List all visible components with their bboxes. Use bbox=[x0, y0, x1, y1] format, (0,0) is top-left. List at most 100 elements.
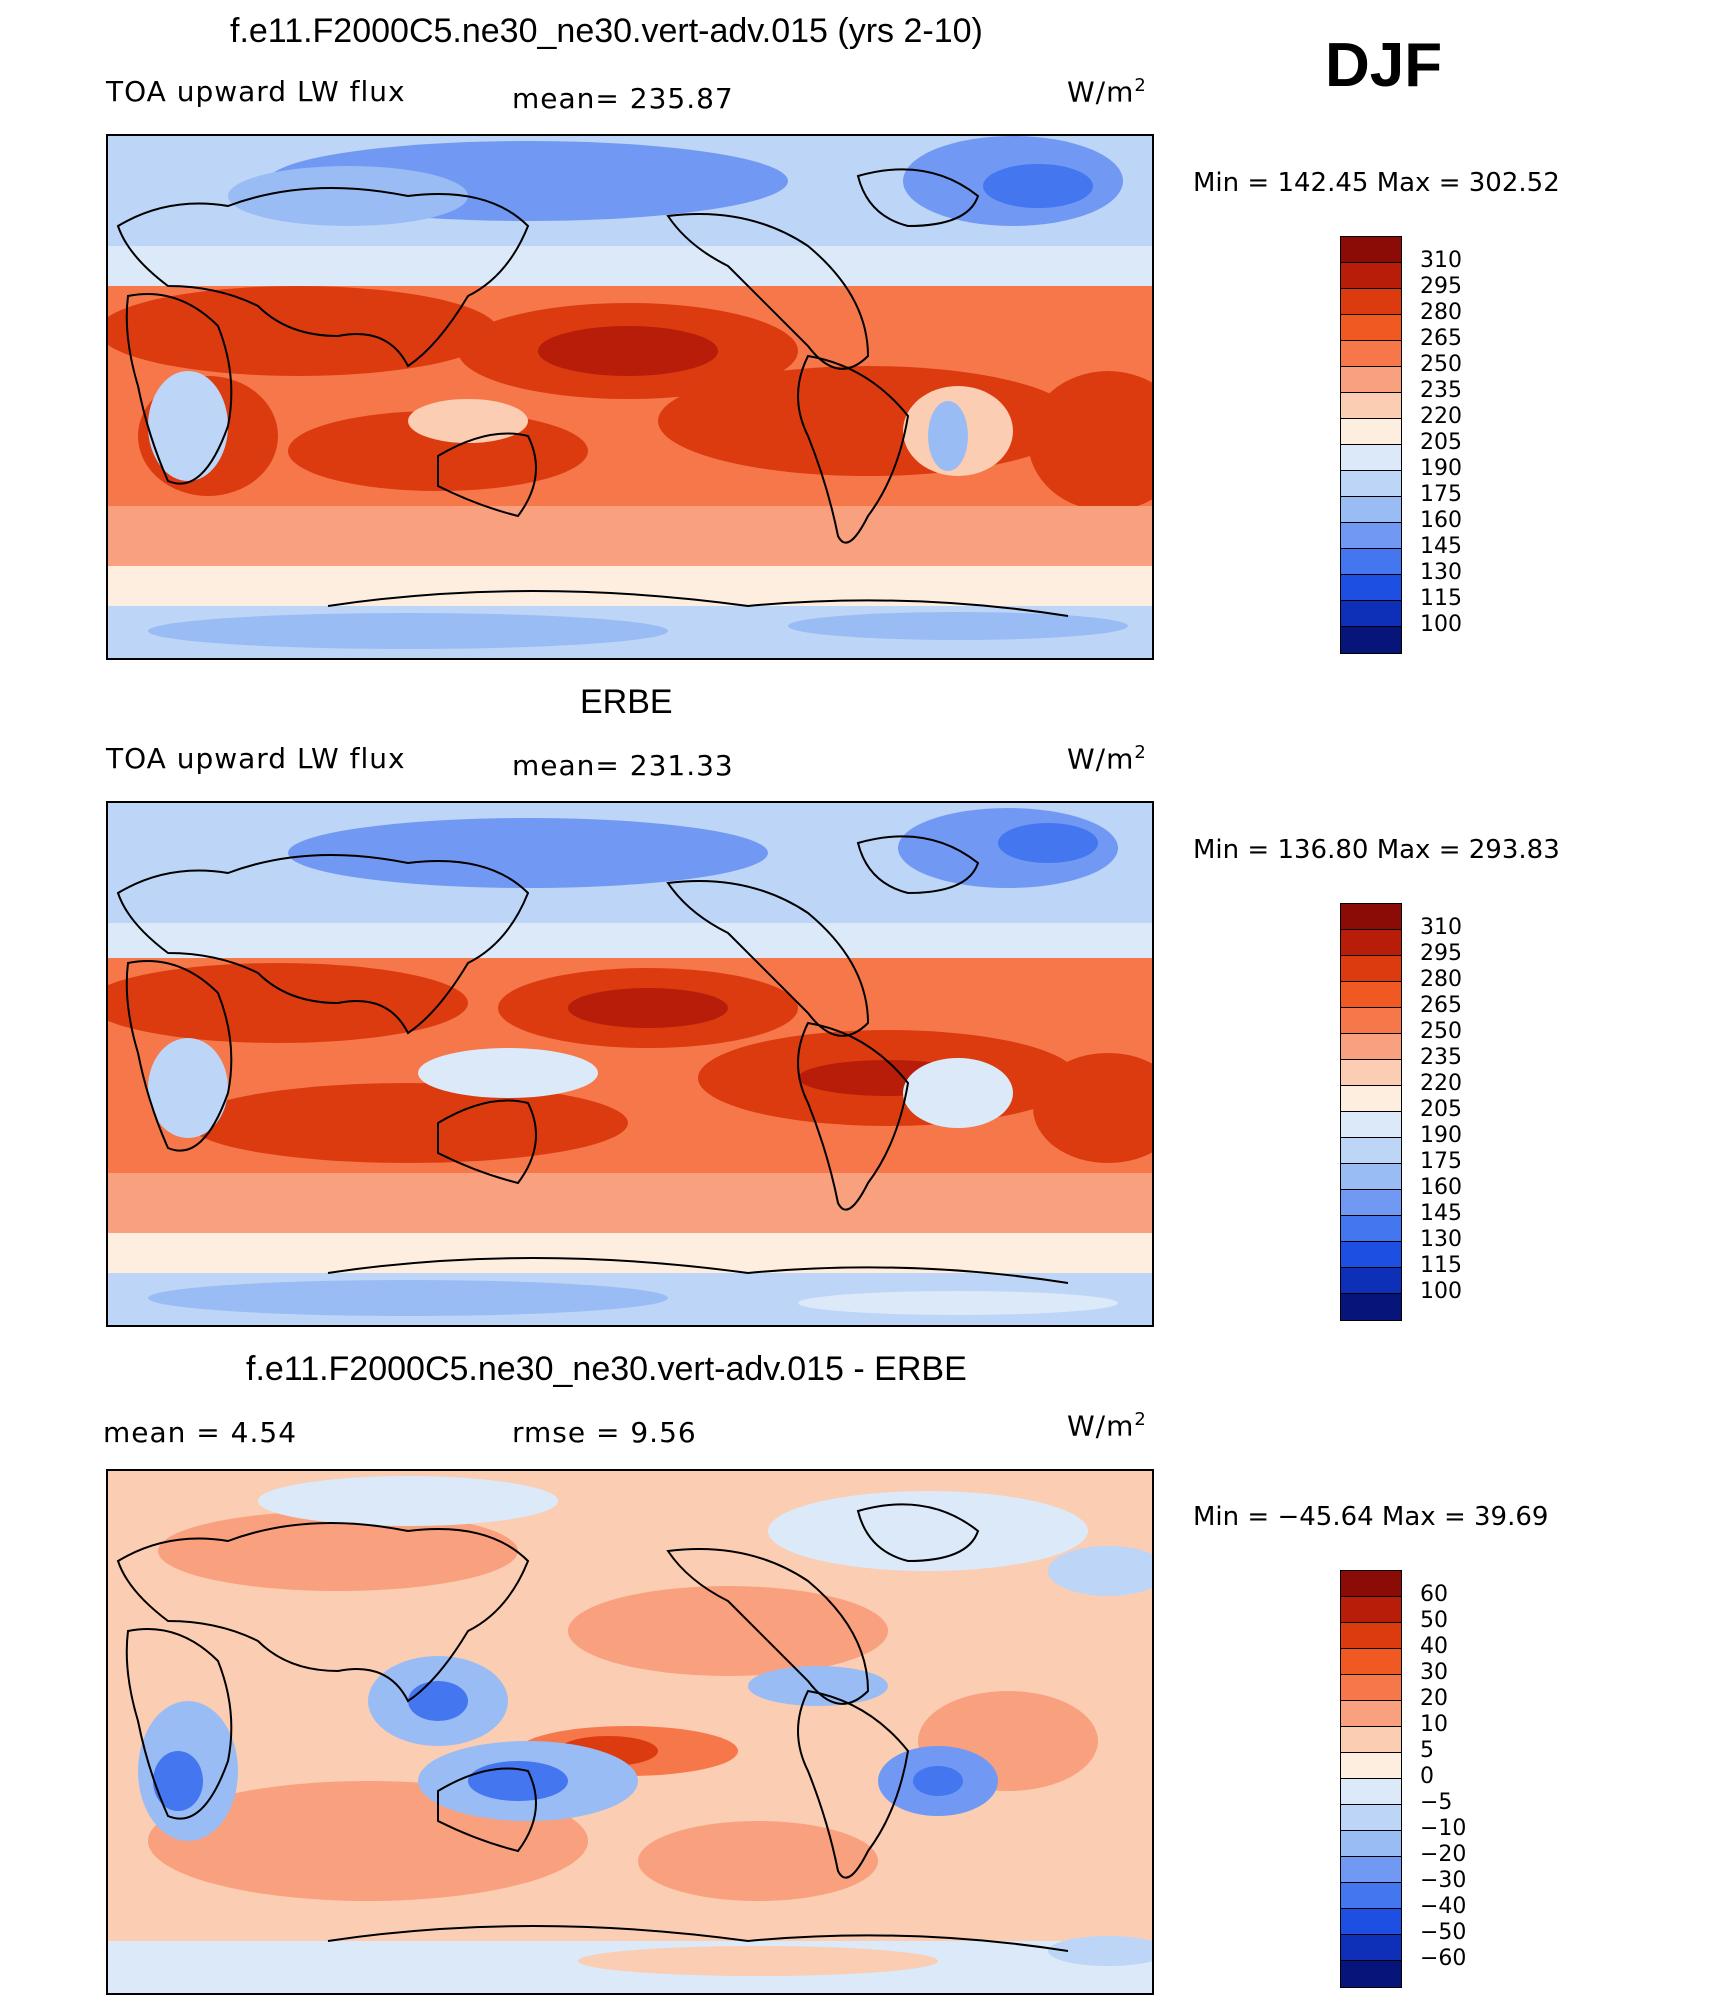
colorbar-swatch bbox=[1341, 1675, 1401, 1701]
colorbar-tick-label: 220 bbox=[1420, 404, 1462, 429]
colorbar-tick-label: 190 bbox=[1420, 1123, 1462, 1148]
colorbar-tick-label: 295 bbox=[1420, 941, 1462, 966]
colorbar-swatch bbox=[1341, 393, 1401, 419]
colorbar-swatch bbox=[1341, 1753, 1401, 1779]
colorbar-swatch bbox=[1341, 1701, 1401, 1727]
panel-1-title: f.e11.F2000C5.ne30_ne30.vert-adv.015 (yr… bbox=[230, 12, 983, 50]
colorbar-tick-label: 115 bbox=[1420, 586, 1462, 611]
panel-2-minmax: Min = 136.80 Max = 293.83 bbox=[1193, 835, 1560, 865]
panel-1-minmax: Min = 142.45 Max = 302.52 bbox=[1193, 168, 1560, 198]
colorbar-swatch bbox=[1341, 289, 1401, 315]
colorbar-swatch bbox=[1341, 237, 1401, 263]
panel-2-colorbar bbox=[1340, 903, 1402, 1321]
panel-3-colorbar bbox=[1340, 1570, 1402, 1988]
colorbar-tick-label: 295 bbox=[1420, 274, 1462, 299]
panel-3-minmax: Min = −45.64 Max = 39.69 bbox=[1193, 1502, 1549, 1532]
colorbar-tick-label: 145 bbox=[1420, 1201, 1462, 1226]
colorbar-swatch bbox=[1341, 471, 1401, 497]
panel-1-colorbar bbox=[1340, 236, 1402, 654]
panel-2-title: ERBE bbox=[580, 683, 673, 721]
colorbar-swatch bbox=[1341, 1623, 1401, 1649]
colorbar-swatch bbox=[1341, 549, 1401, 575]
colorbar-swatch bbox=[1341, 1060, 1401, 1086]
panel-2-coastlines bbox=[116, 835, 1069, 1284]
panel-2-mean-label: mean= 231.33 bbox=[512, 749, 734, 782]
colorbar-tick-label: −50 bbox=[1420, 1920, 1467, 1945]
colorbar-swatch bbox=[1341, 497, 1401, 523]
colorbar-swatch bbox=[1341, 367, 1401, 393]
colorbar-swatch bbox=[1341, 1909, 1401, 1935]
colorbar-tick-label: 50 bbox=[1420, 1608, 1448, 1633]
colorbar-tick-label: −30 bbox=[1420, 1868, 1467, 1893]
colorbar-tick-label: −5 bbox=[1420, 1790, 1453, 1815]
colorbar-tick-label: 130 bbox=[1420, 1227, 1462, 1252]
panel-3-coastlines bbox=[116, 1503, 1069, 1952]
colorbar-tick-label: 20 bbox=[1420, 1686, 1448, 1711]
colorbar-swatch bbox=[1341, 1216, 1401, 1242]
colorbar-tick-label: −20 bbox=[1420, 1842, 1467, 1867]
colorbar-swatch bbox=[1341, 1779, 1401, 1805]
panel-2-map bbox=[106, 801, 1154, 1327]
colorbar-tick-label: 310 bbox=[1420, 248, 1462, 273]
colorbar-tick-label: 205 bbox=[1420, 430, 1462, 455]
colorbar-tick-label: 60 bbox=[1420, 1582, 1448, 1607]
colorbar-swatch bbox=[1341, 1138, 1401, 1164]
colorbar-swatch bbox=[1341, 1857, 1401, 1883]
colorbar-swatch bbox=[1341, 1086, 1401, 1112]
colorbar-swatch bbox=[1341, 341, 1401, 367]
panel-1-units-label: W/m2 bbox=[1067, 75, 1147, 109]
colorbar-swatch bbox=[1341, 523, 1401, 549]
panel-3-map bbox=[106, 1469, 1154, 1995]
panel-1-map bbox=[106, 134, 1154, 660]
colorbar-swatch bbox=[1341, 1008, 1401, 1034]
colorbar-swatch bbox=[1341, 1831, 1401, 1857]
colorbar-swatch bbox=[1341, 419, 1401, 445]
colorbar-tick-label: 100 bbox=[1420, 1279, 1462, 1304]
colorbar-swatch bbox=[1341, 315, 1401, 341]
colorbar-tick-label: 220 bbox=[1420, 1071, 1462, 1096]
colorbar-swatch bbox=[1341, 263, 1401, 289]
panel-1-coastlines bbox=[116, 168, 1069, 617]
colorbar-swatch bbox=[1341, 1034, 1401, 1060]
colorbar-tick-label: 235 bbox=[1420, 378, 1462, 403]
colorbar-swatch bbox=[1341, 601, 1401, 627]
colorbar-tick-label: 40 bbox=[1420, 1634, 1448, 1659]
panel-1-contour-fill bbox=[108, 136, 1152, 658]
colorbar-tick-label: 0 bbox=[1420, 1764, 1434, 1789]
colorbar-tick-label: 265 bbox=[1420, 326, 1462, 351]
colorbar-swatch bbox=[1341, 904, 1401, 930]
colorbar-tick-label: −60 bbox=[1420, 1946, 1467, 1971]
colorbar-tick-label: 250 bbox=[1420, 352, 1462, 377]
colorbar-swatch bbox=[1341, 1268, 1401, 1294]
colorbar-swatch bbox=[1341, 1112, 1401, 1138]
colorbar-swatch bbox=[1341, 445, 1401, 471]
panel-3-map-svg bbox=[108, 1471, 1152, 1993]
colorbar-tick-label: 160 bbox=[1420, 1175, 1462, 1200]
panel-3-mean-label: mean = 4.54 bbox=[103, 1416, 298, 1449]
panel-2-map-svg bbox=[108, 803, 1152, 1325]
panel-2-units-label: W/m2 bbox=[1067, 742, 1147, 776]
colorbar-tick-label: −40 bbox=[1420, 1894, 1467, 1919]
panel-1-variable-label: TOA upward LW flux bbox=[106, 75, 406, 108]
panel-2-contour-fill bbox=[108, 803, 1152, 1325]
colorbar-tick-label: 10 bbox=[1420, 1712, 1448, 1737]
colorbar-swatch bbox=[1341, 1242, 1401, 1268]
colorbar-swatch bbox=[1341, 1961, 1401, 1987]
colorbar-tick-label: 280 bbox=[1420, 967, 1462, 992]
colorbar-tick-label: 160 bbox=[1420, 508, 1462, 533]
panel-3-units-label: W/m2 bbox=[1067, 1409, 1147, 1443]
panel-2-variable-label: TOA upward LW flux bbox=[106, 742, 406, 775]
colorbar-swatch bbox=[1341, 1935, 1401, 1961]
colorbar-swatch bbox=[1341, 1571, 1401, 1597]
colorbar-tick-label: 5 bbox=[1420, 1738, 1434, 1763]
colorbar-tick-label: 265 bbox=[1420, 993, 1462, 1018]
colorbar-swatch bbox=[1341, 1805, 1401, 1831]
colorbar-swatch bbox=[1341, 1883, 1401, 1909]
panel-3-contour-fill bbox=[108, 1471, 1152, 1993]
colorbar-tick-label: 145 bbox=[1420, 534, 1462, 559]
colorbar-tick-label: 175 bbox=[1420, 482, 1462, 507]
colorbar-swatch bbox=[1341, 956, 1401, 982]
colorbar-swatch bbox=[1341, 930, 1401, 956]
colorbar-swatch bbox=[1341, 627, 1401, 653]
colorbar-tick-label: 30 bbox=[1420, 1660, 1448, 1685]
